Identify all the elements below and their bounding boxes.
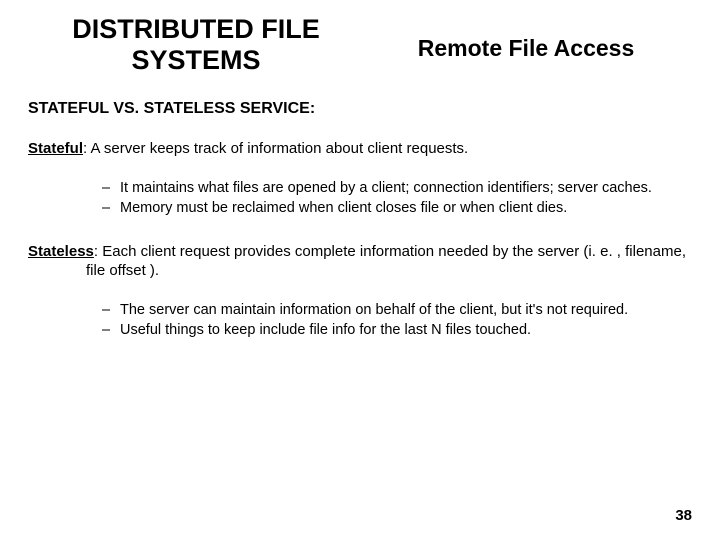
header: DISTRIBUTED FILE SYSTEMS Remote File Acc… [28,14,692,76]
list-item: Useful things to keep include file info … [120,321,680,339]
stateful-desc: A server keeps track of information abou… [87,140,468,157]
list-item: It maintains what files are opened by a … [120,179,680,197]
page-number: 38 [675,507,692,524]
stateless-desc: Each client request provides complete in… [86,243,686,279]
stateless-bullets: The server can maintain information on b… [28,301,692,339]
list-item: Memory must be reclaimed when client clo… [120,199,680,217]
stateful-paragraph: Stateful: A server keeps track of inform… [28,140,692,159]
title-line-2: SYSTEMS [131,45,260,75]
section-heading: STATEFUL VS. STATELESS SERVICE: [28,100,692,118]
stateless-term: Stateless [28,243,94,260]
stateful-term: Stateful [28,140,83,157]
slide: DISTRIBUTED FILE SYSTEMS Remote File Acc… [0,0,720,540]
stateful-bullets: It maintains what files are opened by a … [28,179,692,217]
list-item: The server can maintain information on b… [120,301,680,319]
title-line-1: DISTRIBUTED FILE [72,14,320,44]
main-title: DISTRIBUTED FILE SYSTEMS [28,14,360,76]
stateless-paragraph: Stateless: Each client request provides … [28,243,692,281]
subtitle: Remote File Access [360,29,692,62]
